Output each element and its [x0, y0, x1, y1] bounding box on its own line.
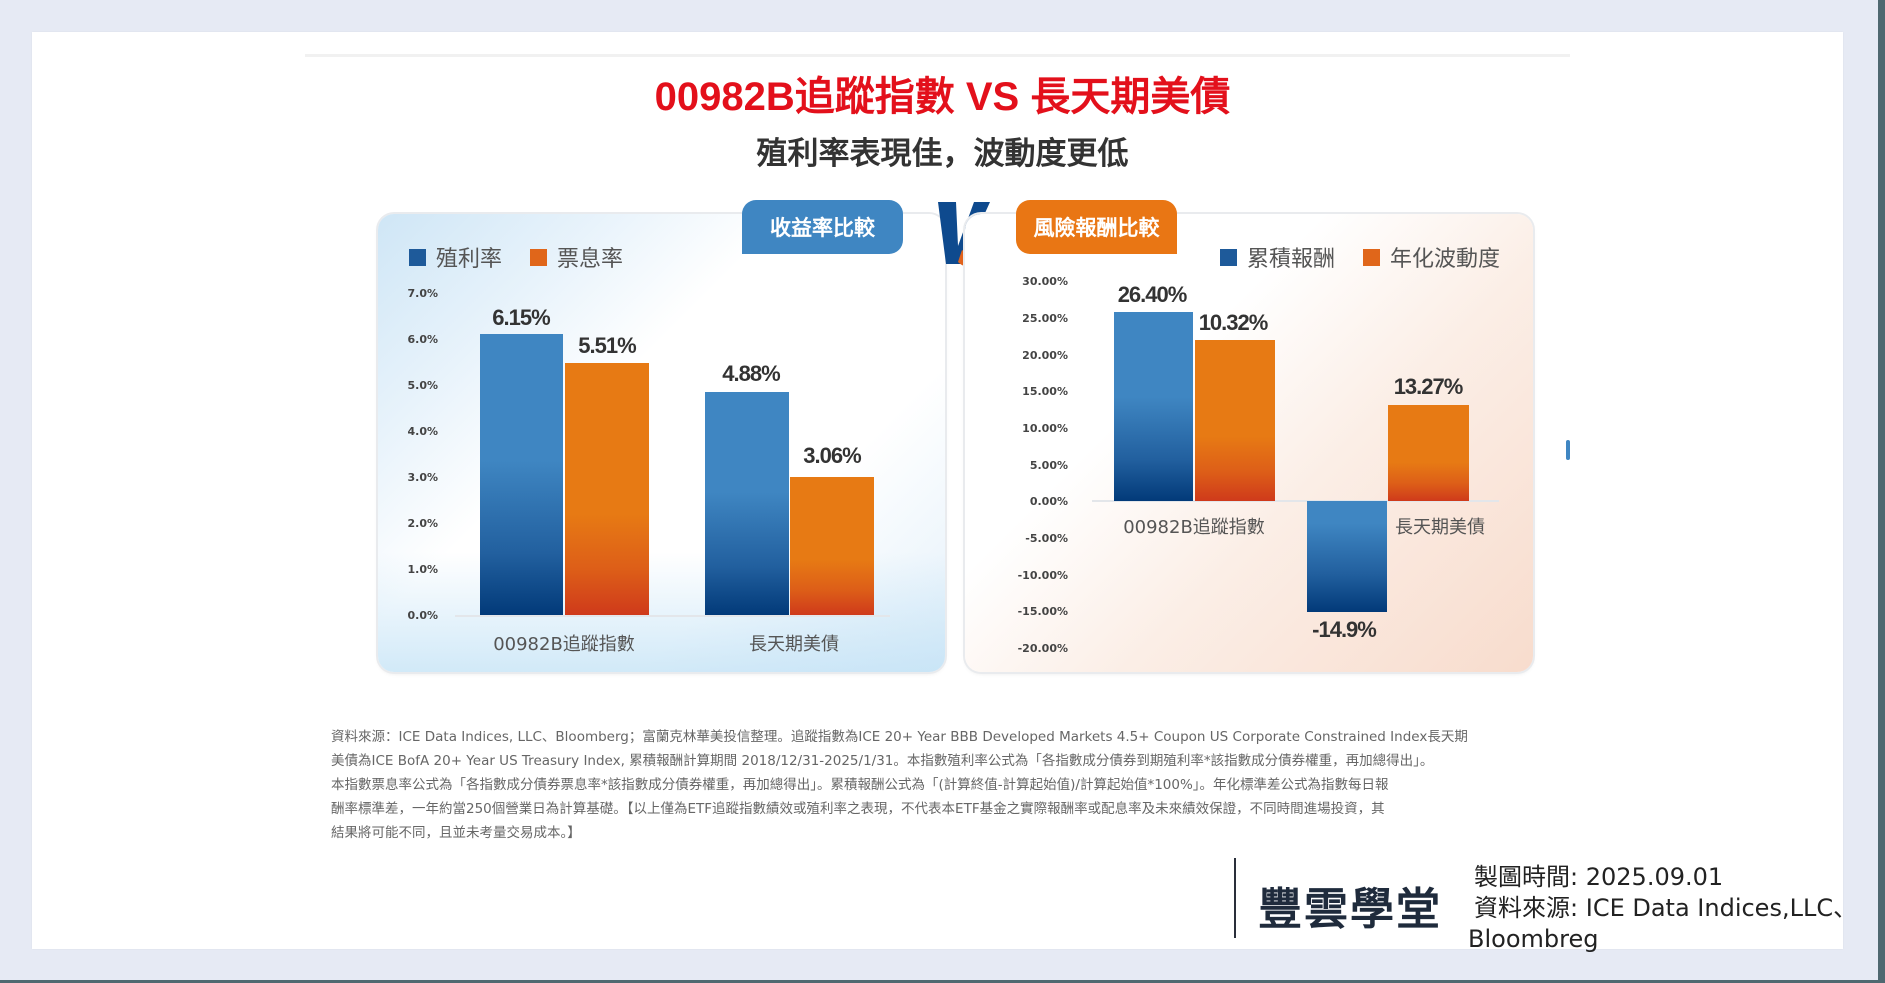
y-tick: -10.00%	[1017, 569, 1068, 582]
legend-swatch-blue	[409, 248, 426, 266]
footnote-line: 結果將可能不同，且並未考量交易成本。】	[331, 825, 581, 841]
tab-risk-return-comparison: 風險報酬比較	[1016, 200, 1177, 254]
value-label: 10.32%	[1198, 310, 1269, 335]
y-tick: 5.0%	[407, 379, 438, 392]
footnote-line: 本指數票息率公式為「各指數成分債券票息率*該指數成分債券權重，再加總得出」。累積…	[331, 777, 1389, 793]
bar-00982b-yield	[480, 334, 563, 615]
source-value: ICE Data Indices,LLC、	[1585, 894, 1858, 922]
legend-item-cumulative-return: 累積報酬	[1220, 241, 1335, 273]
bar-treasury-yield	[705, 392, 789, 615]
y-tick: 4.0%	[407, 425, 438, 438]
date-value: 2025.09.01	[1585, 863, 1724, 891]
y-tick: 7.0%	[407, 287, 438, 300]
bar-treasury-annualized-volatility	[1388, 405, 1469, 501]
date-label: 製圖時間:	[1474, 863, 1579, 891]
legend-label: 票息率	[557, 247, 624, 272]
footnote: 資料來源：ICE Data Indices, LLC、Bloomberg；富蘭克…	[331, 725, 1571, 845]
x-category-label: 長天期美債	[749, 634, 839, 655]
legend-item-annualized-volatility: 年化波動度	[1363, 241, 1500, 273]
y-tick: 2.0%	[407, 517, 438, 530]
y-tick: 20.00%	[1022, 349, 1068, 362]
value-label: 6.15%	[492, 305, 550, 330]
y-tick: 3.0%	[407, 471, 438, 484]
page-subtitle: 殖利率表現佳，波動度更低	[756, 136, 1129, 172]
legend-swatch-orange	[530, 248, 548, 266]
decorative-blue-mark	[1566, 440, 1570, 460]
chart-meta: 製圖時間: 2025.09.01 資料來源: ICE Data Indices,…	[1468, 862, 1858, 955]
brand-divider	[1234, 858, 1236, 938]
x-category-label: 00982B追蹤指數	[1123, 517, 1265, 538]
legend-label: 年化波動度	[1390, 247, 1501, 272]
bar-treasury-cumulative-return	[1307, 501, 1387, 612]
value-label: -14.9%	[1312, 617, 1377, 642]
y-tick: -5.00%	[1025, 532, 1068, 545]
bar-00982b-cumulative-return	[1114, 312, 1193, 501]
bar-treasury-coupon	[790, 477, 874, 615]
tab-yield-comparison: 收益率比較	[742, 200, 903, 254]
y-tick: 10.00%	[1022, 422, 1068, 435]
right-legend: 累積報酬 年化波動度	[1220, 241, 1528, 273]
y-tick: 6.0%	[407, 333, 438, 346]
y-tick: -15.00%	[1017, 605, 1068, 618]
source-label: 資料來源:	[1474, 894, 1579, 922]
x-axis-line	[455, 615, 890, 617]
y-tick: 30.00%	[1022, 275, 1068, 288]
footnote-line: 酬率標準差，一年約當250個營業日為計算基礎。【以上僅為ETF追蹤指數績效或殖利…	[331, 801, 1385, 817]
window-edge-right	[1878, 0, 1885, 983]
y-tick: 0.0%	[407, 609, 438, 622]
legend-label: 累積報酬	[1247, 247, 1336, 272]
bar-00982b-annualized-volatility	[1195, 340, 1275, 501]
y-tick: -20.00%	[1017, 642, 1068, 655]
value-label: 5.51%	[578, 333, 636, 358]
bar-00982b-coupon	[565, 363, 649, 615]
legend-swatch-orange	[1363, 248, 1381, 266]
x-category-label: 00982B追蹤指數	[493, 634, 635, 655]
legend-item-coupon: 票息率	[530, 241, 623, 273]
x-axis-line	[1092, 500, 1499, 502]
y-tick: 25.00%	[1022, 312, 1068, 325]
y-tick: 1.0%	[407, 563, 438, 576]
source-continued: Bloombreg	[1468, 925, 1599, 953]
footnote-line: 美債為ICE BofA 20+ Year US Treasury Index, …	[331, 753, 1434, 769]
value-label: 3.06%	[803, 443, 861, 468]
y-tick: 15.00%	[1022, 385, 1068, 398]
y-tick: 5.00%	[1029, 459, 1068, 472]
left-legend: 殖利率 票息率	[409, 241, 651, 273]
value-label: 13.27%	[1393, 374, 1464, 399]
x-category-label: 長天期美債	[1395, 517, 1485, 538]
top-separator	[305, 54, 1570, 57]
footnote-line: 資料來源：ICE Data Indices, LLC、Bloomberg；富蘭克…	[331, 729, 1468, 745]
legend-label: 殖利率	[436, 247, 503, 272]
brand-logo: 豐雲學堂	[1258, 884, 1442, 935]
value-label: 4.88%	[722, 361, 780, 386]
window-edge-bottom	[0, 980, 1885, 983]
value-label: 26.40%	[1117, 282, 1188, 307]
legend-swatch-blue	[1220, 248, 1237, 266]
legend-item-yield: 殖利率	[409, 241, 502, 273]
page-title: 00982B追蹤指數 VS 長天期美債	[654, 75, 1231, 119]
y-tick: 0.00%	[1029, 495, 1068, 508]
